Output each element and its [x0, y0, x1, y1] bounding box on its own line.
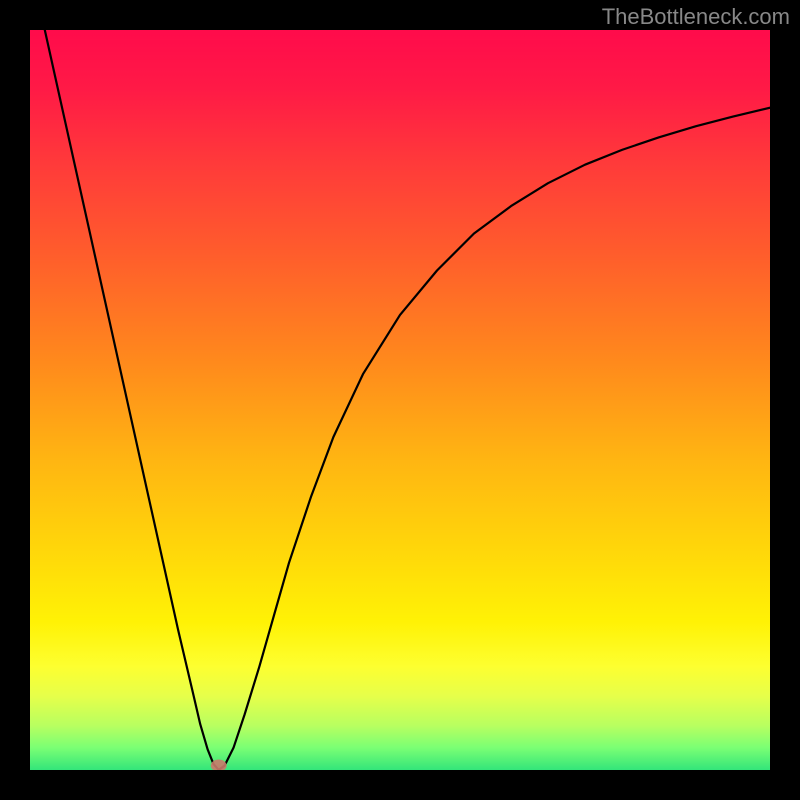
plot-area	[30, 30, 770, 770]
watermark-text: TheBottleneck.com	[602, 4, 790, 30]
bottleneck-curve	[30, 30, 770, 770]
